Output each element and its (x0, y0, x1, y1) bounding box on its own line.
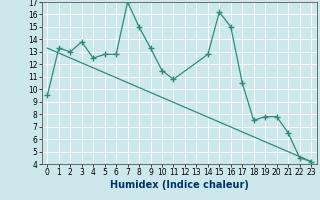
X-axis label: Humidex (Indice chaleur): Humidex (Indice chaleur) (110, 180, 249, 190)
